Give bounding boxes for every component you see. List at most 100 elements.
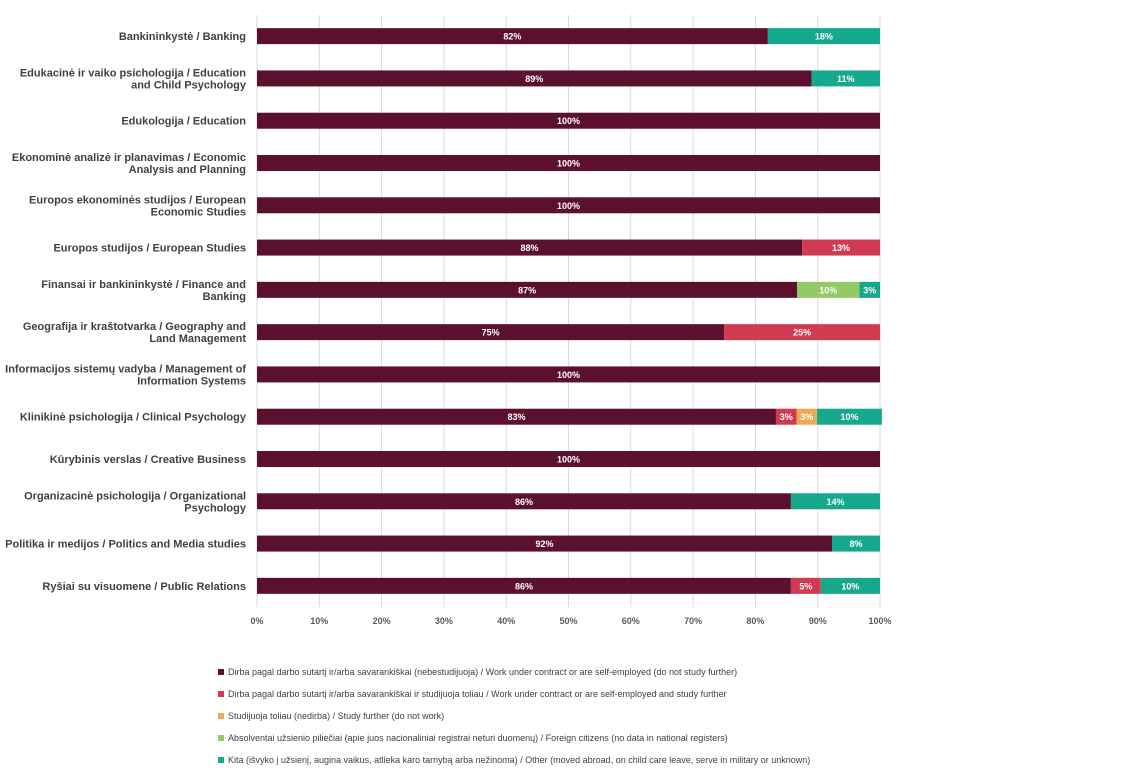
x-tick-label: 100% xyxy=(868,616,891,626)
category-label: Europos ekonominės studijos / European xyxy=(29,194,246,206)
legend-label: Absolventai užsienio piliečiai (apie juo… xyxy=(228,733,728,743)
legend-item: Dirba pagal darbo sutartį ir/arba savara… xyxy=(218,661,1118,683)
category-label: Analysis and Planning xyxy=(129,164,246,176)
category-label: Europos studijos / European Studies xyxy=(53,243,246,255)
data-label: 5% xyxy=(799,581,812,591)
data-label: 87% xyxy=(518,285,536,295)
category-label: Organizacinė psichologija / Organization… xyxy=(24,490,246,502)
legend-item: Absolventai užsienio piliečiai (apie juo… xyxy=(218,727,1118,749)
legend-swatch xyxy=(218,669,224,675)
legend-item: Dirba pagal darbo sutartį ir/arba savara… xyxy=(218,683,1118,705)
category-labels: Bankininkystė / Banking Edukacinė ir vaik… xyxy=(5,31,247,593)
bar-segment xyxy=(257,366,880,383)
category-label: and Child Psychology xyxy=(131,79,247,91)
bar-segment xyxy=(820,577,880,594)
data-label: 13% xyxy=(832,243,850,253)
bar-segment xyxy=(257,281,798,298)
category-label: Kūrybinis verslas / Creative Business xyxy=(50,454,246,466)
category-label: Politika ir medijos / Politics and Media… xyxy=(5,539,246,551)
x-tick-label: 70% xyxy=(684,616,702,626)
category-label: Banking xyxy=(203,291,246,303)
category-label: Information Systems xyxy=(137,375,246,387)
bars: 82% 18% 89% 11% 100% 100% 100% 88% 13% 87% 10% 3% 75… xyxy=(257,28,882,594)
category-label: Economic Studies xyxy=(151,206,246,218)
data-label: 86% xyxy=(515,497,533,507)
bar-segment xyxy=(724,324,880,341)
data-label: 83% xyxy=(507,412,525,422)
bar-segment xyxy=(797,281,860,298)
category-label: Land Management xyxy=(149,333,246,345)
data-label: 10% xyxy=(840,412,858,422)
bar-segment xyxy=(257,112,880,129)
category-label: Edukologija / Education xyxy=(121,116,246,128)
data-label: 100% xyxy=(557,116,580,126)
bar-segment xyxy=(257,451,880,467)
bar-segment xyxy=(257,155,880,171)
gridlines xyxy=(256,15,881,607)
data-label: 100% xyxy=(557,455,580,465)
bar-segment xyxy=(257,239,803,256)
category-label: Bankininkystė / Banking xyxy=(119,31,246,43)
legend-swatch xyxy=(218,757,224,763)
bar-segment xyxy=(257,535,833,552)
data-label: 88% xyxy=(521,243,539,253)
x-tick-label: 0% xyxy=(250,616,263,626)
legend-item: Kita (išvyko į užsienį, augina vaikus, a… xyxy=(218,749,1118,771)
bar-segment xyxy=(796,408,818,425)
bar-segment xyxy=(767,28,880,45)
data-label: 100% xyxy=(557,370,580,380)
x-tick-label: 40% xyxy=(497,616,515,626)
legend-label: Dirba pagal darbo sutartį ir/arba savara… xyxy=(228,689,727,699)
bar-segment xyxy=(817,408,882,425)
data-label: 10% xyxy=(819,285,837,295)
data-label: 25% xyxy=(793,328,811,338)
x-tick-label: 10% xyxy=(310,616,328,626)
bar-segment xyxy=(257,197,880,214)
category-label: Ekonominė analizė ir planavimas / Econom… xyxy=(12,152,246,164)
bar-segment xyxy=(811,70,880,87)
bar-segment xyxy=(859,281,880,298)
x-tick-label: 80% xyxy=(746,616,764,626)
data-label: 100% xyxy=(557,159,580,169)
category-label: Informacijos sistemų vadyba / Management… xyxy=(5,363,246,375)
category-label: Klinikinė psichologija / Clinical Psycho… xyxy=(20,412,247,424)
legend-label: Studijuoja toliau (nedirba) / Study furt… xyxy=(228,711,445,721)
legend-swatch xyxy=(218,713,224,719)
category-label: Ryšiai su visuomene / Public Relations xyxy=(42,581,246,593)
data-label: 82% xyxy=(503,32,521,42)
bar-segment xyxy=(802,239,880,256)
legend: Dirba pagal darbo sutartį ir/arba savara… xyxy=(218,661,1118,771)
category-label: Psychology xyxy=(184,502,247,514)
data-label: 18% xyxy=(815,32,833,42)
data-label: 11% xyxy=(837,74,855,84)
legend-swatch xyxy=(218,735,224,741)
category-label: Edukacinė ir vaiko psichologija / Educat… xyxy=(20,67,246,79)
x-axis-ticks: 0% 10% 20% 30% 40% 50% 60% 70% 80% 90% 100% xyxy=(250,616,891,626)
data-label: 3% xyxy=(800,412,813,422)
data-label: 10% xyxy=(841,581,859,591)
bar-segment xyxy=(790,577,821,594)
data-label: 89% xyxy=(525,74,543,84)
x-tick-label: 60% xyxy=(622,616,640,626)
legend-item: Studijuoja toliau (nedirba) / Study furt… xyxy=(218,705,1118,727)
data-label: 86% xyxy=(515,581,533,591)
bar-segment xyxy=(775,408,797,425)
data-label: 14% xyxy=(826,497,844,507)
category-label: Geografija ir kraštotvarka / Geography a… xyxy=(23,321,246,333)
data-label: 3% xyxy=(863,285,876,295)
bar-segment xyxy=(257,28,768,45)
category-label: Finansai ir bankininkystė / Finance and xyxy=(41,279,246,291)
stacked-bar-chart: 82% 18% 89% 11% 100% 100% 100% 88% 13% 87% 10% 3% 75… xyxy=(5,15,892,626)
x-tick-label: 90% xyxy=(809,616,827,626)
bar-segment xyxy=(257,493,791,510)
bar-segment xyxy=(790,493,880,510)
data-label: 3% xyxy=(780,412,793,422)
legend-label: Dirba pagal darbo sutartį ir/arba savara… xyxy=(228,667,738,677)
legend-swatch xyxy=(218,691,224,697)
bar-segment xyxy=(257,408,776,425)
x-tick-label: 30% xyxy=(435,616,453,626)
bar-segment xyxy=(257,324,725,341)
legend-label: Kita (išvyko į užsienį, augina vaikus, a… xyxy=(228,755,811,765)
bar-segment xyxy=(257,577,791,594)
bar-segment xyxy=(832,535,880,552)
